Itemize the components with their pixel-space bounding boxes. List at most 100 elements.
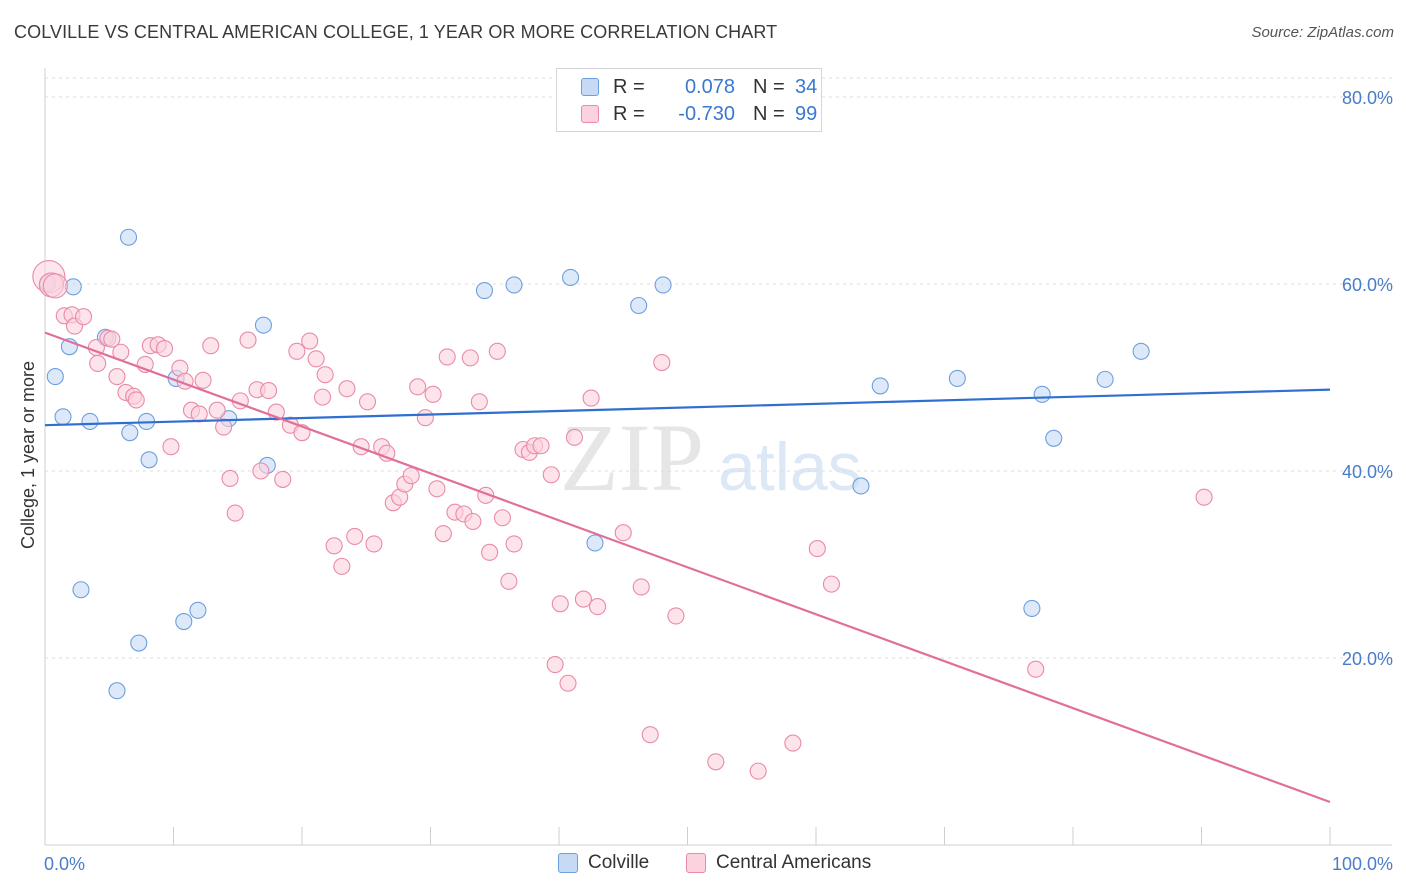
central-americans-point: [667, 607, 685, 625]
colville-point: [562, 268, 580, 287]
central-americans-point: [127, 391, 145, 409]
legend-r-label: R =: [613, 102, 645, 125]
central-americans-point: [378, 444, 396, 462]
central-americans-point: [221, 469, 239, 488]
bottom-legend-swatch-central-americans: [686, 853, 706, 873]
bottom-legend-central-americans: Central Americans: [686, 852, 871, 874]
bottom-legend-colville: Colville: [558, 852, 649, 874]
colville-point: [72, 581, 90, 599]
colville-point: [54, 408, 72, 426]
colville-point: [1096, 370, 1114, 388]
colville-point: [505, 276, 523, 294]
central-americans-point: [409, 378, 427, 396]
legend-r-value: 0.078: [684, 75, 735, 98]
tick-labels: 20.0% 40.0% 60.0% 80.0% 0.0% 100.0%: [44, 88, 1393, 874]
central-americans-point: [274, 470, 292, 488]
legend-n-value: 99: [795, 102, 818, 125]
central-americans-point: [108, 368, 126, 386]
colville-point: [475, 281, 494, 300]
axes: [44, 68, 1392, 846]
colville-trendline: [44, 388, 1331, 427]
central-americans-point: [428, 480, 446, 498]
central-americans-point: [559, 674, 577, 692]
legend-r-value: -0.730: [678, 102, 735, 125]
colville-point: [1023, 599, 1041, 617]
colville-point: [108, 682, 126, 700]
colville-point: [654, 276, 672, 294]
central-americans-point: [314, 388, 332, 406]
central-americans-point: [632, 578, 650, 596]
central-americans-point: [488, 342, 506, 360]
central-americans-point: [461, 349, 479, 367]
watermark-zip: ZIP: [560, 404, 704, 511]
central-americans-point: [614, 524, 632, 542]
colville-point: [871, 377, 889, 395]
central-americans-point: [316, 366, 334, 384]
colville-point: [1033, 385, 1051, 403]
central-americans-point: [707, 753, 725, 771]
legend-n-label: N =: [753, 102, 785, 125]
central-americans-point: [470, 393, 488, 411]
central-americans-point: [190, 405, 208, 423]
colville-point: [81, 412, 99, 430]
watermark-atlas: atlas: [718, 429, 862, 505]
colville-point: [130, 634, 148, 652]
central-americans-point: [574, 590, 592, 608]
colville-point: [175, 612, 193, 631]
correlation-legend: R = 0.078 N = 34 R = -0.730 N = 99: [556, 68, 822, 132]
colville-point: [948, 369, 966, 387]
y-axis-label: College, 1 year or more: [18, 361, 38, 549]
central-americans-point: [588, 598, 607, 616]
central-americans-point: [288, 342, 306, 360]
legend-n-label: N =: [753, 75, 785, 98]
central-americans-point: [260, 382, 278, 400]
central-americans-point: [565, 428, 583, 446]
y-tick-label: 80.0%: [1342, 88, 1393, 108]
x-tick-label: 0.0%: [44, 854, 85, 874]
y-tick-label: 60.0%: [1342, 275, 1393, 295]
legend-r-label: R =: [613, 75, 645, 98]
central-americans-point: [493, 509, 512, 527]
gridlines: [45, 77, 1392, 659]
central-americans-point: [239, 331, 257, 349]
central-americans-point: [338, 380, 356, 398]
central-americans-point: [749, 762, 767, 780]
central-americans-point: [505, 535, 523, 553]
bottom-legend-swatch-colville: [558, 853, 578, 873]
central-americans-point: [434, 525, 452, 543]
central-americans-point: [89, 354, 107, 373]
central-americans-point: [42, 273, 68, 299]
central-americans-point: [155, 339, 174, 358]
central-americans-point: [481, 543, 499, 561]
chart-source: Source: ZipAtlas.com: [1251, 24, 1394, 41]
central-americans-point: [582, 389, 600, 407]
colville-point: [46, 368, 64, 386]
central-americans-point: [416, 409, 434, 427]
colville-point: [1132, 342, 1150, 360]
central-americans-point: [252, 462, 270, 480]
central-americans-point: [194, 371, 212, 389]
central-americans-point: [208, 401, 226, 419]
legend-swatch-colville: [581, 78, 599, 96]
central-americans-point: [215, 418, 233, 436]
central-americans-point: [333, 557, 351, 575]
central-americans-point: [103, 330, 121, 348]
central-americans-point: [784, 734, 802, 752]
central-americans-trendline: [44, 331, 1331, 804]
chart-title: COLVILLE VS CENTRAL AMERICAN COLLEGE, 1 …: [14, 22, 778, 42]
bottom-legend-label-colville: Colville: [588, 852, 650, 873]
colville-point: [1045, 429, 1063, 447]
central-americans-point: [346, 527, 364, 546]
colville-point: [586, 534, 604, 552]
legend-row-colville: R = 0.078 N = 34: [581, 74, 817, 100]
legend-row-central-americans: R = -0.730 N = 99: [581, 101, 817, 127]
central-americans-point: [546, 655, 564, 674]
colville-point: [630, 296, 648, 315]
central-americans-point: [808, 540, 826, 558]
central-americans-point: [551, 595, 569, 613]
central-americans-point: [822, 575, 840, 593]
central-americans-point: [542, 466, 560, 484]
central-americans-point: [325, 537, 343, 555]
colville-point: [140, 451, 158, 469]
central-americans-point: [424, 385, 442, 403]
